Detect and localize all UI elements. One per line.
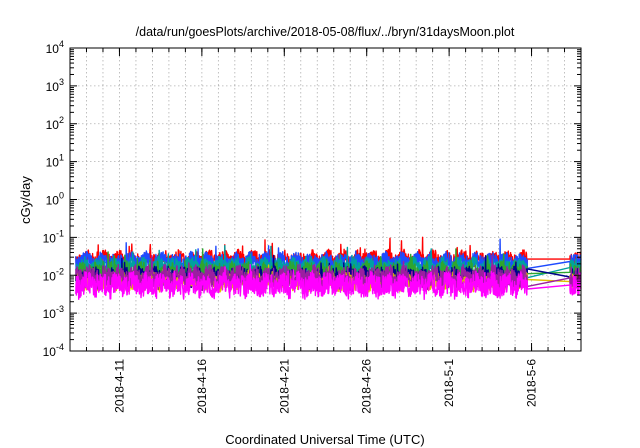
series-line: [75, 238, 582, 273]
y-tick-label: 101: [46, 153, 64, 170]
y-axis: 10-4 10-3 10-2 10-1 100 101 102 103 104: [43, 39, 581, 359]
y-axis-label: cGy/day: [18, 176, 33, 224]
chart-title: /data/run/goesPlots/archive/2018-05-08/f…: [136, 25, 515, 39]
x-axis: 2018-4-11 2018-4-16 2018-4-21 2018-4-26 2018…: [85, 48, 566, 414]
series-group: [75, 236, 582, 300]
x-tick-label: 2018-4-16: [195, 359, 209, 414]
x-tick-label: 2018-4-21: [277, 359, 291, 414]
x-tick-label: 2018-4-11: [112, 359, 126, 413]
y-tick-label: 10-3: [43, 304, 64, 321]
x-axis-label: Coordinated Universal Time (UTC): [225, 432, 424, 447]
y-tick-label: 103: [46, 77, 64, 94]
y-tick-label: 104: [46, 39, 64, 56]
y-tick-label: 100: [46, 191, 64, 208]
y-tick-label: 10-2: [43, 266, 64, 283]
grid-lines: [70, 48, 581, 351]
y-tick-label: 102: [46, 115, 64, 132]
y-tick-label: 10-4: [43, 342, 64, 359]
y-tick-label: 10-1: [43, 228, 64, 245]
x-tick-label: 2018-5-6: [525, 359, 539, 407]
x-tick-label: 2018-4-26: [360, 359, 374, 414]
x-tick-label: 2018-5-1: [442, 359, 456, 407]
series-line: [75, 263, 582, 300]
